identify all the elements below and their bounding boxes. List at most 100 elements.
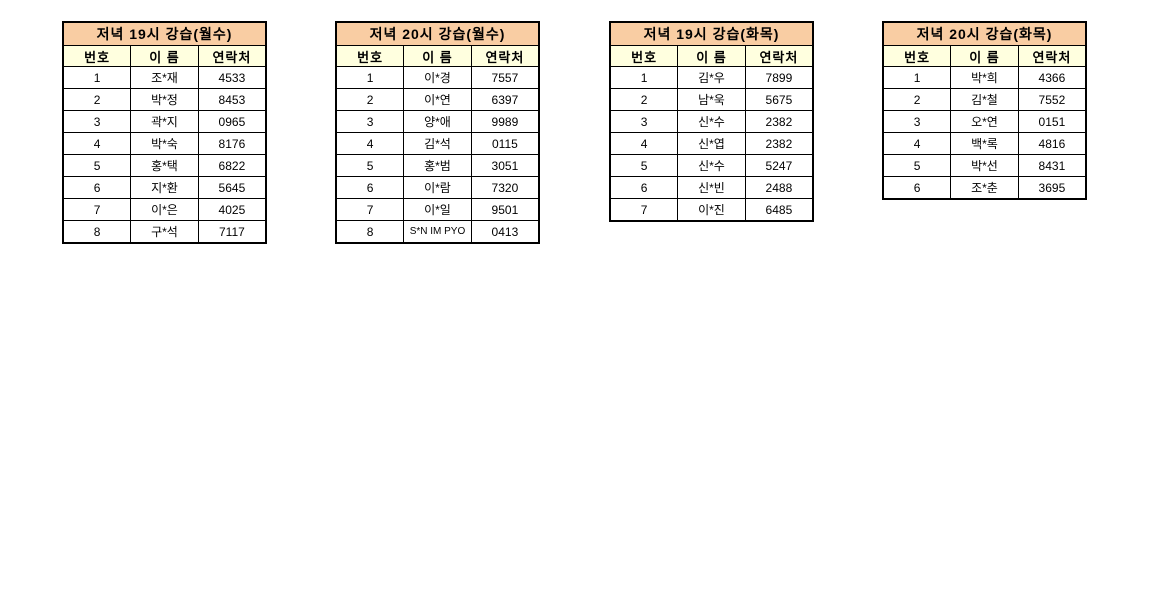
table-title-row: 저녁 19시 강습(화목) xyxy=(609,21,814,46)
cell-no: 2 xyxy=(62,88,132,111)
table-row: 3 곽*지 0965 xyxy=(62,110,267,133)
cell-no: 7 xyxy=(62,198,132,221)
cell-contact: 4366 xyxy=(1017,66,1087,89)
cell-no: 6 xyxy=(609,176,679,199)
table-row: 8 구*석 7117 xyxy=(62,220,267,244)
table-row: 2 남*욱 5675 xyxy=(609,88,814,111)
cell-name: 홍*범 xyxy=(403,154,472,177)
cell-no: 2 xyxy=(335,88,405,111)
cell-name: 양*애 xyxy=(403,110,472,133)
cell-no: 3 xyxy=(62,110,132,133)
table-row: 3 양*애 9989 xyxy=(335,110,540,133)
cell-no: 1 xyxy=(609,66,679,89)
cell-name: 박*희 xyxy=(950,66,1019,89)
table-title: 저녁 19시 강습(월수) xyxy=(62,21,267,46)
table-row: 1 김*우 7899 xyxy=(609,66,814,89)
cell-contact: 4816 xyxy=(1017,132,1087,155)
cell-contact: 3695 xyxy=(1017,176,1087,200)
col-header-name: 이 름 xyxy=(130,45,199,67)
cell-no: 3 xyxy=(882,110,952,133)
cell-name: 남*욱 xyxy=(677,88,746,111)
cell-name: 이*은 xyxy=(130,198,199,221)
table-header-row: 번호 이 름 연락처 xyxy=(62,45,267,67)
cell-name: 이*연 xyxy=(403,88,472,111)
cell-no: 5 xyxy=(609,154,679,177)
table-row: 3 오*연 0151 xyxy=(882,110,1087,133)
col-header-name: 이 름 xyxy=(403,45,472,67)
table-header-row: 번호 이 름 연락처 xyxy=(335,45,540,67)
cell-no: 4 xyxy=(609,132,679,155)
cell-contact: 3051 xyxy=(470,154,540,177)
table-row: 2 박*정 8453 xyxy=(62,88,267,111)
cell-contact: 2488 xyxy=(744,176,814,199)
cell-no: 4 xyxy=(882,132,952,155)
table-row: 7 이*일 9501 xyxy=(335,198,540,221)
cell-contact: 9501 xyxy=(470,198,540,221)
cell-name: 지*환 xyxy=(130,176,199,199)
cell-contact: 7320 xyxy=(470,176,540,199)
cell-name: 이*일 xyxy=(403,198,472,221)
cell-no: 5 xyxy=(882,154,952,177)
table-row: 4 신*엽 2382 xyxy=(609,132,814,155)
table-row: 8 S*N IM PYO 0413 xyxy=(335,220,540,244)
cell-contact: 6822 xyxy=(197,154,267,177)
class-roster-table: 저녁 20시 강습(화목) 번호 이 름 연락처 1 박*희 4366 2 김*철 7552 3 오*… xyxy=(882,21,1087,200)
cell-name: 김*철 xyxy=(950,88,1019,111)
cell-contact: 6485 xyxy=(744,198,814,222)
cell-contact: 8176 xyxy=(197,132,267,155)
cell-no: 1 xyxy=(882,66,952,89)
table-title-row: 저녁 19시 강습(월수) xyxy=(62,21,267,46)
cell-name: 오*연 xyxy=(950,110,1019,133)
col-header-name: 이 름 xyxy=(950,45,1019,67)
class-roster-table: 저녁 20시 강습(월수) 번호 이 름 연락처 1 이*경 7557 2 이*연 6397 3 양*… xyxy=(335,21,540,244)
cell-name: 김*우 xyxy=(677,66,746,89)
table-row: 7 이*진 6485 xyxy=(609,198,814,222)
table-row: 1 조*재 4533 xyxy=(62,66,267,89)
table-row: 5 박*선 8431 xyxy=(882,154,1087,177)
cell-name: 조*춘 xyxy=(950,176,1019,200)
col-header-contact: 연락처 xyxy=(470,45,540,67)
cell-no: 6 xyxy=(62,176,132,199)
cell-no: 8 xyxy=(335,220,405,244)
cell-no: 1 xyxy=(62,66,132,89)
col-header-contact: 연락처 xyxy=(197,45,267,67)
table-row: 7 이*은 4025 xyxy=(62,198,267,221)
cell-name: 박*숙 xyxy=(130,132,199,155)
cell-contact: 7552 xyxy=(1017,88,1087,111)
cell-no: 3 xyxy=(609,110,679,133)
table-row: 2 이*연 6397 xyxy=(335,88,540,111)
table-row: 6 조*춘 3695 xyxy=(882,176,1087,200)
class-roster-table: 저녁 19시 강습(화목) 번호 이 름 연락처 1 김*우 7899 2 남*욱 5675 3 신*… xyxy=(609,21,814,222)
cell-name: 조*재 xyxy=(130,66,199,89)
table-row: 4 백*록 4816 xyxy=(882,132,1087,155)
table-row: 1 이*경 7557 xyxy=(335,66,540,89)
col-header-no: 번호 xyxy=(882,45,952,67)
class-roster-table: 저녁 19시 강습(월수) 번호 이 름 연락처 1 조*재 4533 2 박*정 8453 3 곽*… xyxy=(62,21,267,244)
cell-contact: 8431 xyxy=(1017,154,1087,177)
table-title-row: 저녁 20시 강습(월수) xyxy=(335,21,540,46)
cell-contact: 5645 xyxy=(197,176,267,199)
cell-name: 박*정 xyxy=(130,88,199,111)
cell-name: 신*엽 xyxy=(677,132,746,155)
cell-name: 신*빈 xyxy=(677,176,746,199)
cell-no: 2 xyxy=(609,88,679,111)
table-header-row: 번호 이 름 연락처 xyxy=(882,45,1087,67)
cell-contact: 7557 xyxy=(470,66,540,89)
table-row: 2 김*철 7552 xyxy=(882,88,1087,111)
table-row: 1 박*희 4366 xyxy=(882,66,1087,89)
cell-name: 백*록 xyxy=(950,132,1019,155)
col-header-no: 번호 xyxy=(335,45,405,67)
col-header-no: 번호 xyxy=(62,45,132,67)
cell-contact: 0965 xyxy=(197,110,267,133)
table-title: 저녁 19시 강습(화목) xyxy=(609,21,814,46)
cell-contact: 0151 xyxy=(1017,110,1087,133)
cell-name: 곽*지 xyxy=(130,110,199,133)
table-row: 6 지*환 5645 xyxy=(62,176,267,199)
cell-contact: 4025 xyxy=(197,198,267,221)
col-header-contact: 연락처 xyxy=(1017,45,1087,67)
cell-no: 4 xyxy=(335,132,405,155)
cell-no: 6 xyxy=(335,176,405,199)
table-header-row: 번호 이 름 연락처 xyxy=(609,45,814,67)
cell-name: 홍*택 xyxy=(130,154,199,177)
